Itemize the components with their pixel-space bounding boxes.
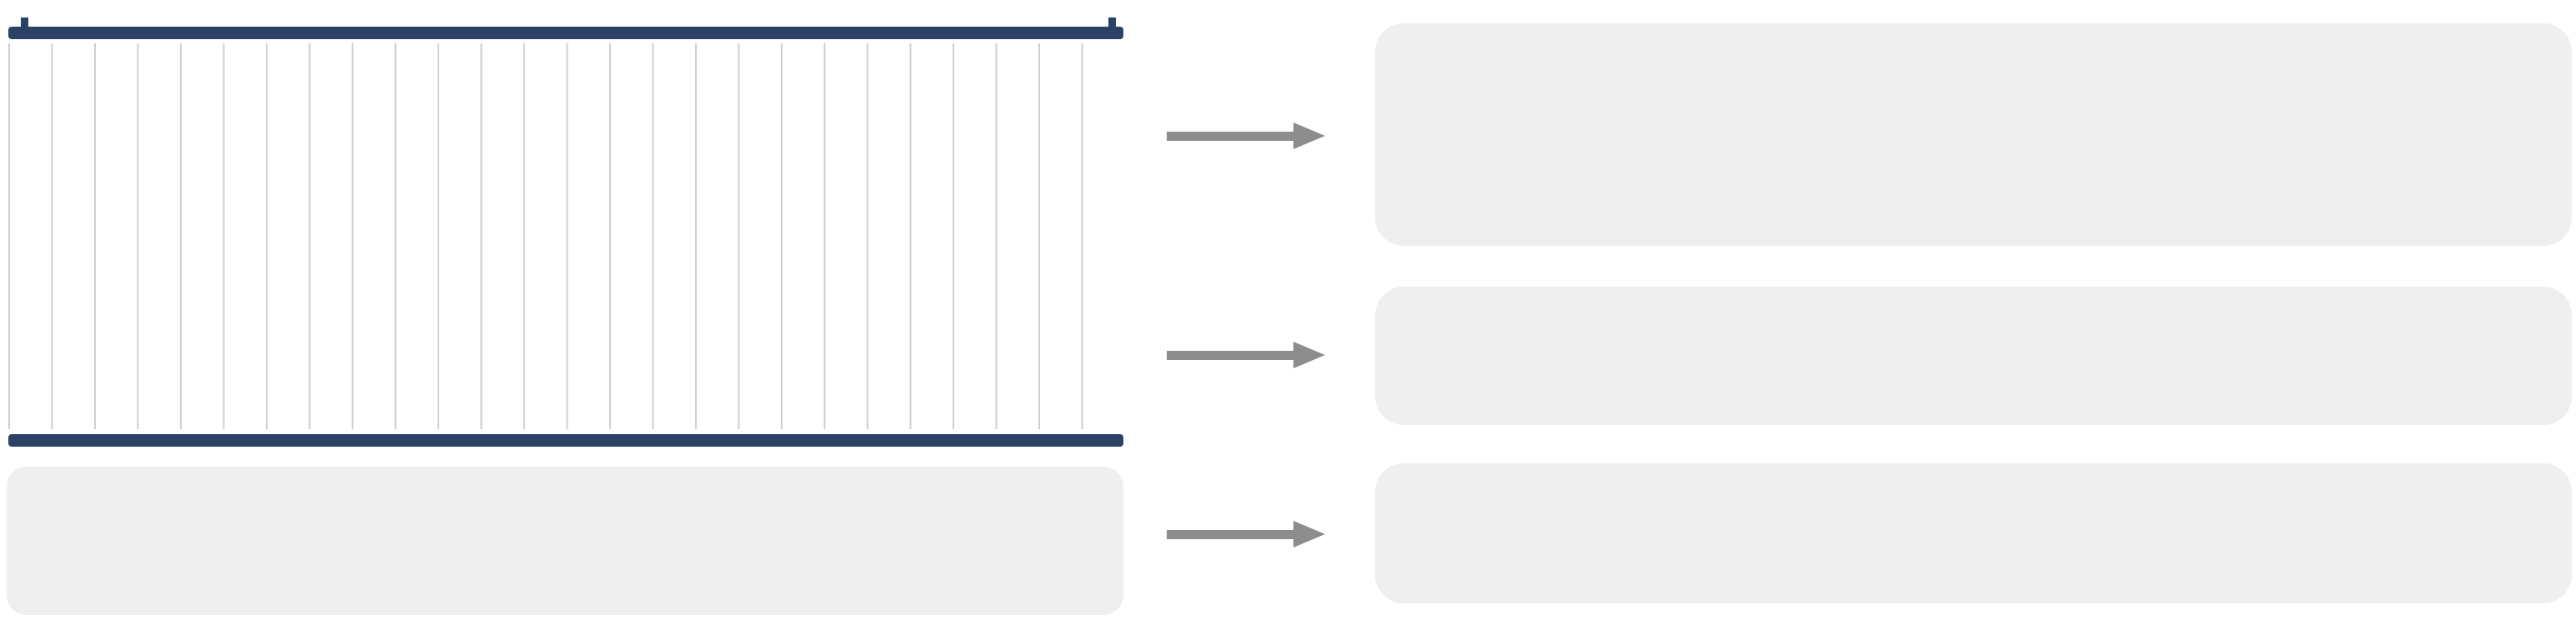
axis-bar-top [8,27,1123,39]
query-caption-box [7,467,1123,615]
arrow-right-icon [1167,342,1325,368]
axis-tick-start [21,18,28,28]
axis-bar-bottom [8,434,1123,447]
arrow-head [1293,342,1325,368]
arrow-right-icon [1167,521,1325,548]
arrow-head [1293,122,1325,149]
retrieved-text-box-3 [1375,463,2572,603]
retrieved-text-box-2 [1375,287,2572,425]
arrow-shaft [1167,529,1295,539]
arrow-head [1293,521,1325,548]
signal-traces [8,43,1123,429]
plot-vertical-grid [8,43,1123,429]
axis-tick-end [1108,18,1116,28]
retrieved-text-box-1 [1375,23,2572,246]
signal-plot [8,43,1123,429]
arrow-right-icon [1167,122,1325,149]
arrow-shaft [1167,131,1295,141]
arrow-shaft [1167,350,1295,360]
